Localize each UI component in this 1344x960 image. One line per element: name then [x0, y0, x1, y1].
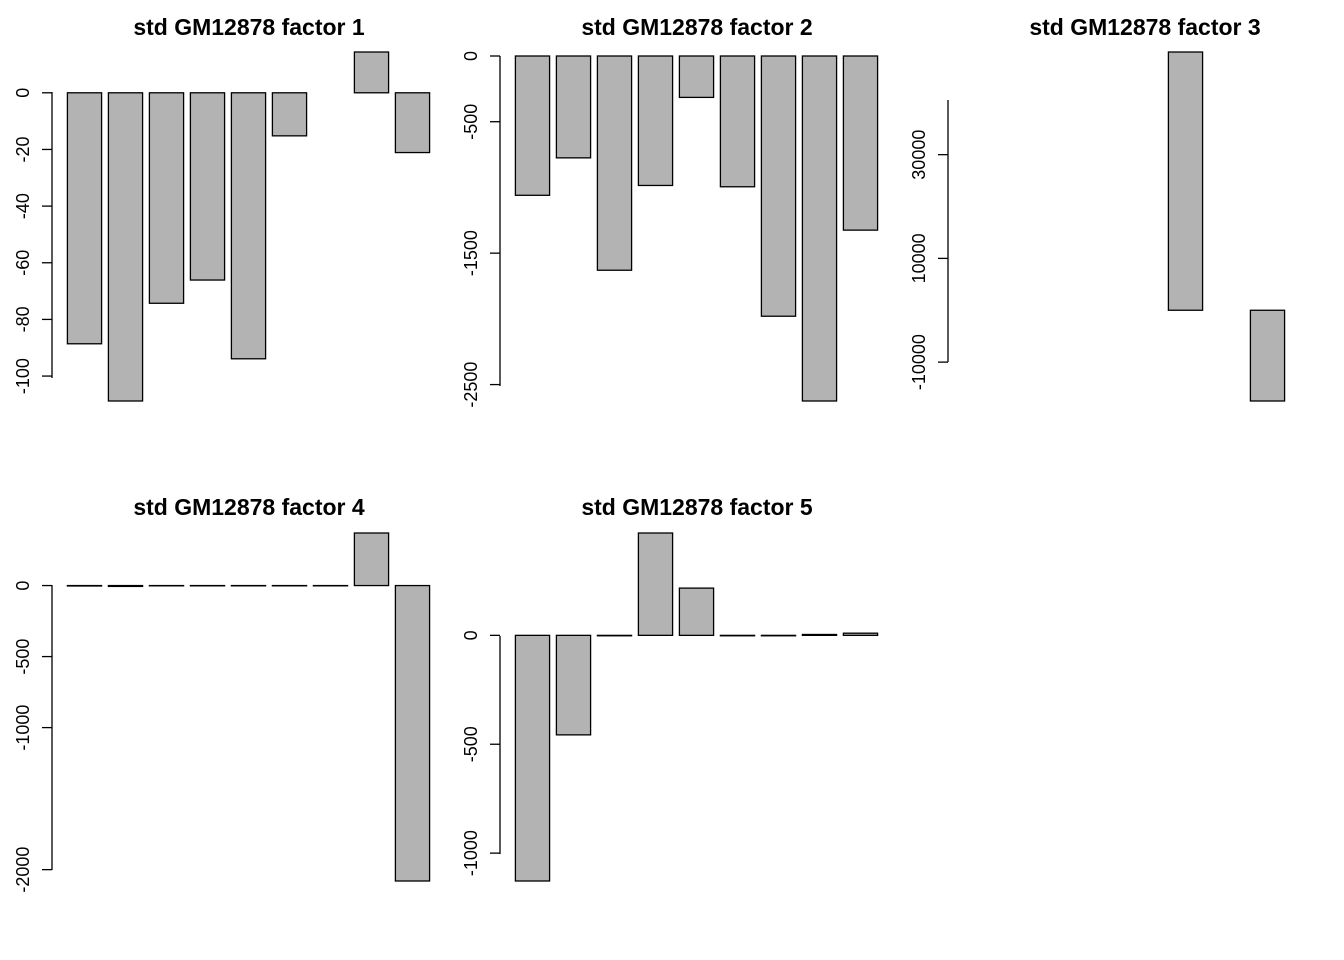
y-tick-label: -20 [13, 136, 33, 162]
y-tick-label: -80 [13, 306, 33, 332]
y-tick-label: -100 [13, 358, 33, 394]
bar [189, 92, 226, 281]
bar [394, 584, 431, 882]
y-tick-label: -500 [13, 639, 33, 675]
bar [1167, 51, 1204, 311]
chart-title: std GM12878 factor 1 [133, 14, 365, 40]
y-tick-label: -2000 [13, 847, 33, 893]
chart-title: std GM12878 factor 4 [133, 494, 365, 520]
bar [678, 55, 715, 99]
chart-panel-2: std GM12878 factor 2 0 -500 -1500 -2500 [461, 14, 879, 408]
y-tick-label: 10000 [909, 233, 929, 283]
y-tick-label: -2500 [461, 362, 481, 408]
bar [555, 634, 592, 736]
y-tick-label: -1500 [461, 230, 481, 276]
y-tick-label: -1000 [13, 705, 33, 751]
bar [637, 55, 674, 187]
bar [801, 633, 838, 636]
bar [842, 632, 879, 637]
y-tick-label: -40 [13, 193, 33, 219]
bar [107, 92, 144, 402]
bar [271, 92, 308, 137]
y-tick-label: 30000 [909, 130, 929, 180]
chart-title: std GM12878 factor 5 [581, 494, 813, 520]
bar [555, 55, 592, 159]
bar [637, 532, 674, 636]
bar [760, 55, 797, 317]
y-tick-label: -500 [461, 726, 481, 762]
y-tick-label: 0 [13, 581, 33, 591]
y-tick-label: 0 [461, 630, 481, 640]
bar [842, 55, 879, 231]
bar [596, 55, 633, 271]
bar [514, 634, 551, 882]
bar [514, 55, 551, 196]
chart-panel-1: std GM12878 factor 1 0 -20 -40 -60 -80 -100 [13, 14, 431, 402]
y-tick-label: -1000 [461, 830, 481, 876]
bar [353, 532, 390, 587]
bar [1249, 309, 1286, 402]
chart-title: std GM12878 factor 2 [581, 14, 812, 40]
y-tick-label: -10000 [909, 334, 929, 390]
bar [719, 55, 756, 188]
chart-panel-5: std GM12878 factor 5 0 -500 -1000 [461, 494, 879, 882]
chart-panel-4: std GM12878 factor 4 0 -500 -1000 -2000 [13, 494, 431, 893]
bar [353, 51, 390, 94]
bar [107, 584, 144, 588]
chart-title: std GM12878 factor 3 [1029, 14, 1260, 40]
bar [801, 55, 838, 402]
chart-panel-3: std GM12878 factor 3 -10000 10000 30000 [909, 14, 1286, 402]
bar [678, 587, 715, 637]
bar [66, 92, 103, 345]
y-tick-label: 0 [13, 88, 33, 98]
bar [230, 92, 267, 360]
y-tick-label: -60 [13, 250, 33, 276]
bar [148, 92, 185, 304]
y-tick-label: -500 [461, 104, 481, 140]
y-tick-label: 0 [461, 51, 481, 61]
bar [394, 92, 431, 154]
